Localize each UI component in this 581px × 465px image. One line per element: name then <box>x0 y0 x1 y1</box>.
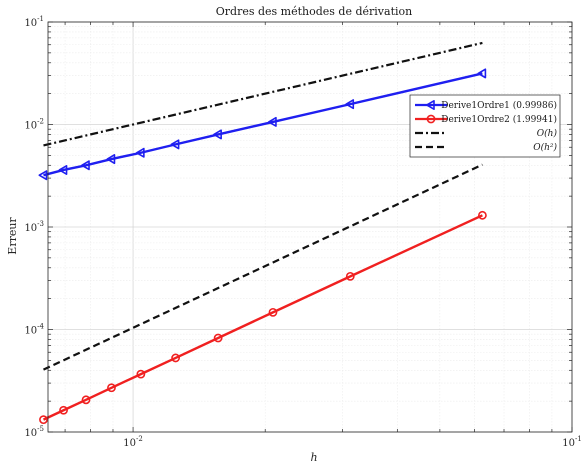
legend-label: Derive1Ordre1 (0.99986) <box>441 100 557 111</box>
y-tick-label: 10-1 <box>24 15 44 29</box>
data-point <box>345 99 355 110</box>
data-point <box>38 170 48 181</box>
data-point <box>171 353 181 363</box>
data-point <box>170 139 180 150</box>
series-2 <box>39 210 487 425</box>
series-4 <box>43 163 483 371</box>
y-tick-label: 10-5 <box>24 425 44 439</box>
series-3 <box>43 41 483 147</box>
data-point <box>81 160 90 171</box>
legend-entry: O(h) <box>415 128 557 139</box>
legend: Derive1Ordre1 (0.99986) Derive1Ordre2 (1.… <box>409 94 561 158</box>
data-point <box>213 333 223 343</box>
data-point <box>107 383 116 393</box>
data-point <box>345 271 355 281</box>
data-point <box>135 147 145 158</box>
series-line <box>42 214 483 421</box>
y-tick-label: 10-3 <box>24 220 44 234</box>
x-tick-label: 10-2 <box>123 435 143 449</box>
legend-entry: Derive1Ordre2 (1.99941) <box>415 114 557 125</box>
data-point <box>39 415 48 425</box>
series-line <box>43 72 483 177</box>
legend-marker <box>426 114 436 124</box>
chart-title: Ordres des méthodes de dérivation <box>216 5 412 18</box>
legend-entry: O(h²) <box>415 142 557 153</box>
data-point <box>477 68 487 79</box>
x-tick-label: 10-1 <box>562 435 581 449</box>
y-axis-label: Erreur <box>6 217 19 255</box>
legend-label: O(h²) <box>533 142 557 153</box>
data-point <box>59 405 68 415</box>
x-axis-label: h <box>310 451 317 464</box>
ticks: 10-2 10-1 10-5 10-4 10-3 10-2 10-1 <box>24 15 581 449</box>
data-point <box>213 129 222 140</box>
legend-entry: Derive1Ordre1 (0.99986) <box>415 100 557 111</box>
series-line <box>43 41 483 147</box>
data-point <box>268 307 278 317</box>
data-point <box>81 395 91 405</box>
series-layer <box>38 41 487 425</box>
series-1 <box>38 68 487 181</box>
data-point <box>478 210 487 220</box>
data-point <box>136 369 146 379</box>
data-point <box>106 154 116 165</box>
legend-label: Derive1Ordre2 (1.99941) <box>441 114 557 125</box>
y-tick-label: 10-4 <box>24 323 44 337</box>
legend-label: O(h) <box>537 128 558 139</box>
series-line <box>43 163 483 371</box>
legend-marker <box>425 100 435 110</box>
data-point <box>267 116 277 127</box>
y-tick-label: 10-2 <box>24 118 44 132</box>
data-point <box>58 164 68 175</box>
